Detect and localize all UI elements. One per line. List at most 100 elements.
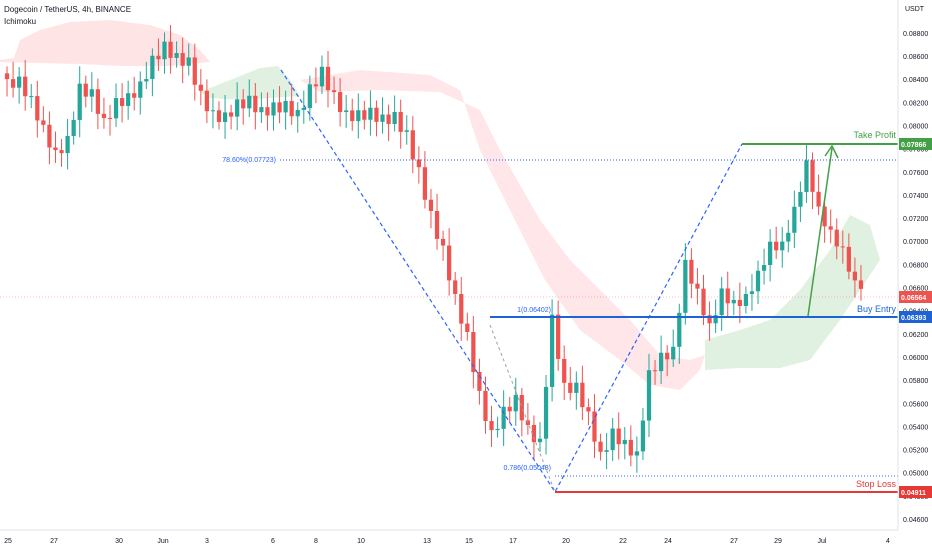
y-tick-label: 0.06000: [903, 355, 928, 362]
current-price-tag-value: 0.06564: [901, 295, 926, 302]
candle-body: [253, 95, 258, 113]
candle-body: [107, 117, 113, 119]
candle-body: [610, 428, 615, 451]
ichimoku-cloud-bear: [300, 70, 705, 390]
candle-body: [459, 293, 464, 324]
x-tick-label: 3: [205, 538, 209, 545]
candle-body: [228, 112, 234, 117]
y-tick-label: 0.05800: [903, 378, 928, 385]
y-tick-label: 0.08000: [903, 123, 928, 130]
candle-body: [277, 102, 282, 113]
candle-body: [816, 191, 821, 207]
candle-body: [440, 238, 446, 246]
x-tick-label: 27: [730, 538, 738, 545]
x-tick-label: 8: [314, 538, 318, 545]
candle-body: [846, 246, 851, 272]
candle-body: [774, 241, 779, 251]
candle-body: [834, 229, 839, 247]
candle-body: [652, 370, 658, 372]
y-tick-label: 0.06200: [903, 332, 928, 339]
y-tick-label: 0.07800: [903, 147, 928, 154]
candle-body: [295, 110, 300, 117]
x-tick-label: 29: [774, 538, 782, 545]
candle-body: [331, 90, 337, 93]
y-tick-label: 0.07400: [903, 193, 928, 200]
candle-body: [755, 270, 761, 292]
candle-body: [574, 382, 579, 393]
x-tick-label: 20: [562, 538, 570, 545]
candle-body: [453, 280, 458, 294]
candle-body: [665, 352, 670, 360]
candle-body: [398, 111, 403, 132]
candle-body: [416, 159, 421, 168]
candle-body: [568, 382, 573, 393]
candle-body: [174, 53, 179, 58]
candle-body: [592, 411, 597, 442]
currency-label: USDT: [905, 6, 925, 13]
x-tick-label: Jun: [157, 538, 168, 545]
candle-body: [150, 55, 155, 80]
candle-body: [792, 206, 797, 233]
candle-body: [113, 98, 119, 119]
y-tick-label: 0.06600: [903, 286, 928, 293]
candle-body: [562, 358, 567, 383]
x-tick-label: Jul: [818, 538, 827, 545]
candle-body: [180, 53, 185, 66]
fib-swing-line: [280, 69, 743, 494]
candle-body: [513, 395, 518, 412]
current-price-tag-box: [899, 291, 932, 303]
candle-body: [671, 346, 676, 360]
candle-body: [313, 84, 319, 87]
x-tick-label: 24: [664, 538, 672, 545]
candle-body: [701, 288, 706, 316]
target-arrow: [807, 147, 833, 317]
candle-body: [713, 315, 718, 324]
candle-body: [289, 100, 294, 117]
candle-body: [23, 76, 28, 97]
candle-body: [761, 265, 767, 271]
y-tick-label: 0.05600: [903, 401, 928, 408]
candle-body: [325, 66, 331, 91]
y-tick-label: 0.05200: [903, 448, 928, 455]
candle-body: [247, 95, 252, 109]
chart-legend: Dogecoin / TetherUS, 4h, BINANCE Ichimok…: [4, 4, 131, 28]
indicator-label[interactable]: Ichimoku: [4, 17, 37, 26]
candle-body: [95, 89, 100, 114]
candle-body: [616, 428, 621, 445]
fib-label: 78.60%(0.07723): [222, 157, 276, 164]
target-arrow-head: [824, 144, 839, 159]
candle-body: [17, 76, 22, 88]
candle-body: [810, 160, 815, 192]
candle-body: [271, 102, 276, 116]
candle-body: [59, 150, 64, 154]
candle-body: [132, 93, 137, 98]
candle-body: [77, 83, 82, 120]
symbol-title[interactable]: Dogecoin / TetherUS, 4h, BINANCE: [4, 5, 132, 14]
candle-body: [489, 420, 494, 431]
candle-body: [622, 439, 627, 445]
fib-label: 1(0.06402): [517, 307, 551, 314]
candle-body: [507, 406, 512, 412]
candle-body: [628, 439, 633, 456]
candle-body: [695, 283, 700, 289]
buy-entry-label: Buy Entry: [857, 304, 897, 314]
candle-body: [192, 57, 197, 85]
x-tick-label: 17: [509, 538, 517, 545]
y-tick-label: 0.06800: [903, 262, 928, 269]
take-profit-label: Take Profit: [853, 130, 896, 140]
candle-body: [428, 199, 434, 211]
x-tick-label: 15: [465, 538, 473, 545]
candle-body: [804, 160, 809, 193]
y-tick-label: 0.05000: [903, 471, 928, 478]
buy-entry-price-tag-box: [899, 311, 932, 323]
candle-body: [501, 406, 506, 429]
candle-body: [204, 90, 210, 112]
candle-body: [422, 167, 428, 200]
candle-body: [543, 386, 549, 439]
candle-body: [604, 450, 609, 452]
stop-loss-price-tag-box: [899, 486, 932, 498]
candle-body: [241, 99, 246, 109]
candle-body: [465, 323, 470, 333]
candle-body: [477, 372, 482, 391]
